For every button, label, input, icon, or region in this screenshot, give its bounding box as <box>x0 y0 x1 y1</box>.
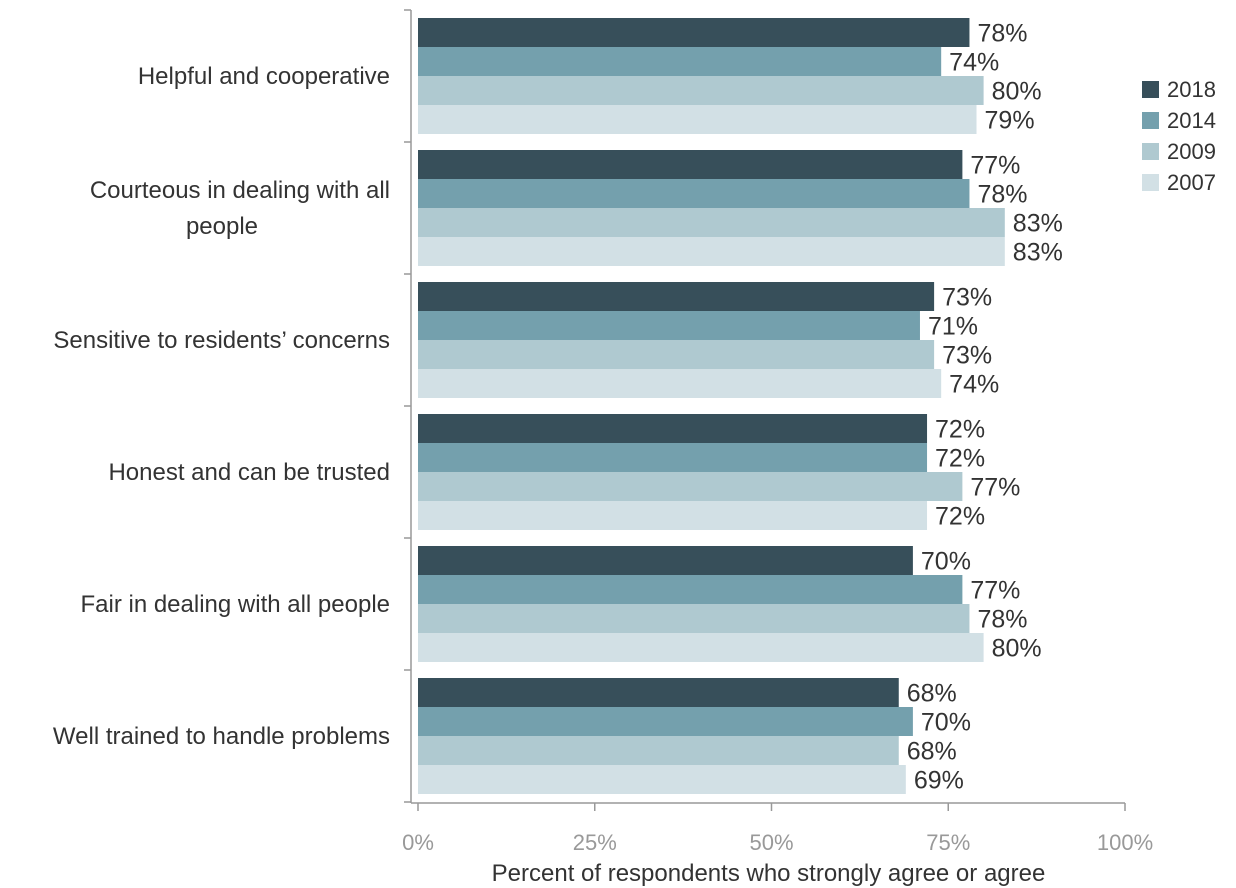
bar-2009 <box>418 340 935 369</box>
bar-2009 <box>418 736 899 765</box>
category-label: Sensitive to residents’ concerns <box>53 327 390 354</box>
legend-label: 2018 <box>1167 77 1216 102</box>
category-label: Fair in dealing with all people <box>80 591 390 618</box>
value-label: 78% <box>977 181 1027 209</box>
value-label: 68% <box>907 680 957 708</box>
bar-2007 <box>418 369 942 398</box>
value-label: 80% <box>992 635 1042 663</box>
bar-2007 <box>418 237 1005 266</box>
bar-2018 <box>418 414 928 443</box>
legend-swatch-2018 <box>1142 81 1159 98</box>
value-labels-group: 78%74%80%79%77%78%83%83%73%71%73%74%72%7… <box>907 20 1063 795</box>
bar-2014 <box>418 47 942 76</box>
category-label: Well trained to handle problems <box>53 723 390 750</box>
axes-group: 0% 25% 50% 75% 100% <box>402 9 1153 855</box>
category-labels-group: Helpful and cooperative Courteous in deal… <box>53 63 390 750</box>
bar-2009 <box>418 604 970 633</box>
bar-2007 <box>418 105 977 134</box>
bar-2007 <box>418 633 984 662</box>
value-label: 72% <box>935 503 985 531</box>
value-label: 69% <box>914 767 964 795</box>
legend: 2018 2014 2009 2007 <box>1142 77 1216 195</box>
value-label: 73% <box>942 284 992 312</box>
bar-2009 <box>418 76 984 105</box>
category-label: Helpful and cooperative <box>138 63 390 90</box>
bar-2014 <box>418 179 970 208</box>
value-label: 73% <box>942 342 992 370</box>
category-label: Honest and can be trusted <box>108 459 390 486</box>
value-label: 70% <box>921 709 971 737</box>
value-label: 72% <box>935 445 985 473</box>
value-label: 83% <box>1013 210 1063 238</box>
x-tick-label: 25% <box>573 830 617 855</box>
value-label: 77% <box>970 152 1020 180</box>
x-tick-label: 50% <box>749 830 793 855</box>
value-label: 71% <box>928 313 978 341</box>
legend-label: 2009 <box>1167 139 1216 164</box>
bar-2014 <box>418 311 920 340</box>
legend-swatch-2007 <box>1142 174 1159 191</box>
bar-2007 <box>418 501 928 530</box>
bar-2009 <box>418 472 963 501</box>
bar-2018 <box>418 18 970 47</box>
value-label: 83% <box>1013 239 1063 267</box>
value-label: 78% <box>977 606 1027 634</box>
legend-swatch-2014 <box>1142 112 1159 129</box>
value-label: 68% <box>907 738 957 766</box>
value-label: 70% <box>921 548 971 576</box>
value-label: 72% <box>935 416 985 444</box>
bar-2009 <box>418 208 1005 237</box>
bars-group <box>418 18 1005 794</box>
bar-2014 <box>418 443 928 472</box>
x-axis-title: Percent of respondents who strongly agre… <box>492 860 1046 887</box>
value-label: 74% <box>949 49 999 77</box>
value-label: 79% <box>985 107 1035 135</box>
bar-2018 <box>418 150 963 179</box>
value-label: 78% <box>977 20 1027 48</box>
x-tick-label: 75% <box>926 830 970 855</box>
x-tick-label: 100% <box>1097 830 1153 855</box>
bar-2007 <box>418 765 906 794</box>
legend-swatch-2009 <box>1142 143 1159 160</box>
bar-2018 <box>418 546 913 575</box>
legend-label: 2007 <box>1167 170 1216 195</box>
value-label: 80% <box>992 78 1042 106</box>
bar-2014 <box>418 575 963 604</box>
category-label: Courteous in dealing with all people <box>90 177 390 240</box>
bar-2014 <box>418 707 913 736</box>
legend-label: 2014 <box>1167 108 1216 133</box>
x-tick-label: 0% <box>402 830 434 855</box>
bar-2018 <box>418 678 899 707</box>
value-label: 77% <box>970 474 1020 502</box>
bar-2018 <box>418 282 935 311</box>
value-label: 77% <box>970 577 1020 605</box>
value-label: 74% <box>949 371 999 399</box>
